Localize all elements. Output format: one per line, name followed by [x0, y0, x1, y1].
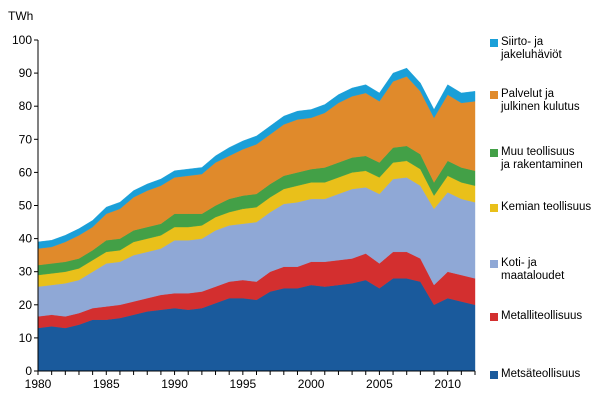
legend-item: Palvelut ja julkinen kulutus — [490, 88, 580, 114]
legend-swatch — [490, 204, 498, 212]
x-tick-label: 1995 — [229, 377, 256, 391]
series-areas — [37, 67, 476, 372]
legend-label: Palvelut ja julkinen kulutus — [501, 88, 580, 113]
legend: Siirto- ja jakeluhäviöt Palvelut ja julki… — [490, 0, 607, 418]
y-tick-label: 10 — [19, 331, 33, 345]
legend-item: Siirto- ja jakeluhäviöt — [490, 36, 562, 62]
x-axis-ticks: 1980 1985 1990 1995 2000 2005 2010 — [25, 371, 476, 391]
legend-label: Metsäteollisuus — [501, 368, 581, 380]
x-tick-label: 2005 — [366, 377, 393, 391]
legend-label: Muu teollisuus ja rakentaminen — [501, 146, 583, 171]
y-tick-label: 90 — [19, 66, 33, 80]
legend-label: Koti- ja maataloudet — [501, 257, 565, 282]
legend-swatch — [490, 260, 498, 268]
legend-item: Muu teollisuus ja rakentaminen — [490, 146, 583, 172]
legend-item: Metsäteollisuus — [490, 368, 580, 381]
legend-label: Siirto- ja jakeluhäviöt — [501, 36, 562, 61]
y-tick-label: 100 — [12, 33, 32, 47]
y-axis-ticks: 0 10 20 30 40 50 60 70 80 90 100 — [12, 33, 38, 378]
y-tick-label: 40 — [19, 232, 33, 246]
y-tick-label: 20 — [19, 298, 33, 312]
y-tick-label: 30 — [19, 265, 33, 279]
y-tick-label: 60 — [19, 165, 33, 179]
legend-label: Kemian teollisuus — [501, 201, 592, 213]
x-tick-label: 1980 — [25, 377, 52, 391]
legend-swatch — [490, 149, 498, 157]
legend-label: Metalliteollisuus — [501, 310, 583, 322]
x-tick-label: 2010 — [434, 377, 461, 391]
y-tick-label: 80 — [19, 99, 33, 113]
legend-item: Kemian teollisuus — [490, 201, 591, 214]
legend-swatch — [490, 371, 498, 379]
legend-swatch — [490, 91, 498, 99]
legend-item: Metalliteollisuus — [490, 310, 582, 323]
legend-swatch — [490, 39, 498, 47]
legend-swatch — [490, 313, 498, 321]
x-tick-label: 1990 — [161, 377, 188, 391]
legend-item: Koti- ja maataloudet — [490, 257, 564, 283]
y-tick-label: 50 — [19, 199, 33, 213]
x-tick-label: 2000 — [298, 377, 325, 391]
y-tick-label: 0 — [25, 364, 32, 378]
area-siirto-ja-jakeluhaviot — [37, 67, 476, 249]
y-axis-unit-label: TWh — [8, 9, 33, 23]
y-tick-label: 70 — [19, 132, 33, 146]
x-tick-label: 1985 — [93, 377, 120, 391]
